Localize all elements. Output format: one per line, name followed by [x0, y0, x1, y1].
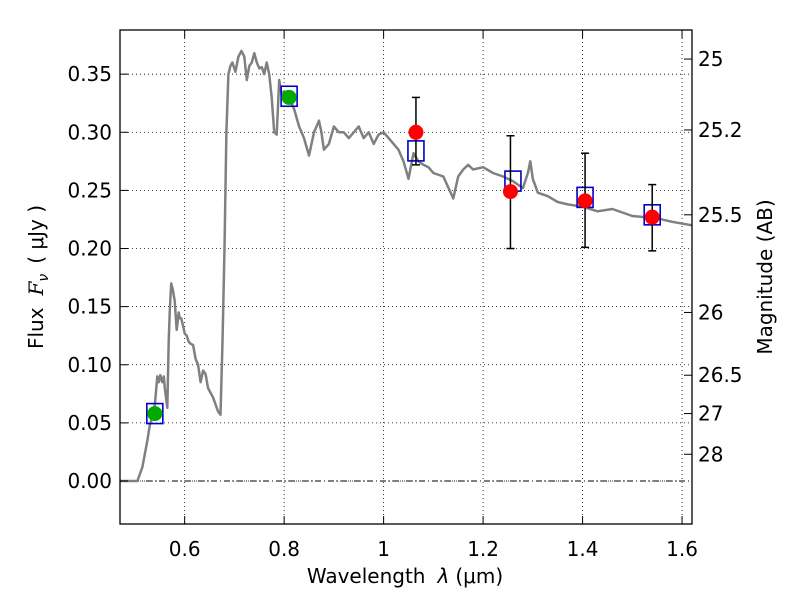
y-axis-label-symbol: F: [24, 280, 48, 296]
x-axis-label: Wavelength λ (μm): [307, 564, 503, 588]
x-tick-labels: 0.6 0.8 1 1.2 1.4 1.6: [169, 537, 698, 561]
y-tick-labels: 0.00 0.05 0.10 0.15 0.20 0.25 0.30 0.35: [67, 62, 112, 493]
y-axis-label-subscript: ν: [36, 274, 52, 282]
y-tick-label: 0.25: [67, 178, 112, 202]
x-axis-label-text: Wavelength: [307, 564, 426, 588]
x-tick-label: 0.6: [169, 537, 201, 561]
plot-frame: [119, 29, 693, 525]
y-tick-label: 0.20: [67, 237, 112, 261]
green-point: [281, 89, 297, 105]
y-axis-label-text: Flux: [24, 307, 48, 349]
model-spectrum: [120, 49, 693, 483]
green-points-series: [147, 89, 297, 422]
x-tick-label: 1.6: [666, 537, 698, 561]
axis-ticks: [120, 30, 692, 524]
right-tick-labels: 25 25.2 25.5 26 26.5 27 28: [698, 47, 743, 466]
x-tick-label: 0.8: [268, 537, 300, 561]
right-tick-label: 27: [698, 402, 723, 426]
blue-square: [280, 85, 298, 108]
y-tick-label: 0.05: [67, 411, 112, 435]
y-tick-label: 0.15: [67, 295, 112, 319]
x-tick-label: 1: [377, 537, 390, 561]
blue-square: [146, 402, 164, 425]
grid-lines: [120, 30, 692, 524]
x-tick-label: 1.4: [567, 537, 599, 561]
right-tick-label: 25: [698, 47, 723, 71]
right-axis-label: Magnitude (AB): [753, 199, 777, 354]
right-tick-label: 25.2: [698, 118, 743, 142]
right-tick-label: 26.5: [698, 363, 743, 387]
right-tick-label: 28: [698, 442, 723, 466]
x-tick-label: 1.2: [467, 537, 499, 561]
y-tick-label: 0.10: [67, 353, 112, 377]
right-tick-label: 26: [698, 300, 723, 324]
right-tick-label: 25.5: [698, 203, 743, 227]
error-bars: [411, 96, 657, 252]
x-axis-label-symbol: λ: [437, 564, 450, 588]
red-point: [577, 193, 593, 209]
x-axis-label-unit: (μm): [455, 564, 503, 588]
y-axis-label-unit: ( μJy ): [24, 205, 48, 264]
y-tick-label: 0.35: [67, 62, 112, 86]
red-point: [408, 124, 424, 140]
red-point: [644, 209, 660, 225]
spectrum-line: [120, 49, 693, 483]
red-point: [502, 184, 518, 200]
green-point: [147, 406, 163, 422]
red-points-series: [408, 124, 660, 225]
y-axis-label: Flux Fν ( μJy ): [24, 205, 52, 349]
y-tick-label: 0.00: [67, 469, 112, 493]
y-tick-label: 0.30: [67, 120, 112, 144]
